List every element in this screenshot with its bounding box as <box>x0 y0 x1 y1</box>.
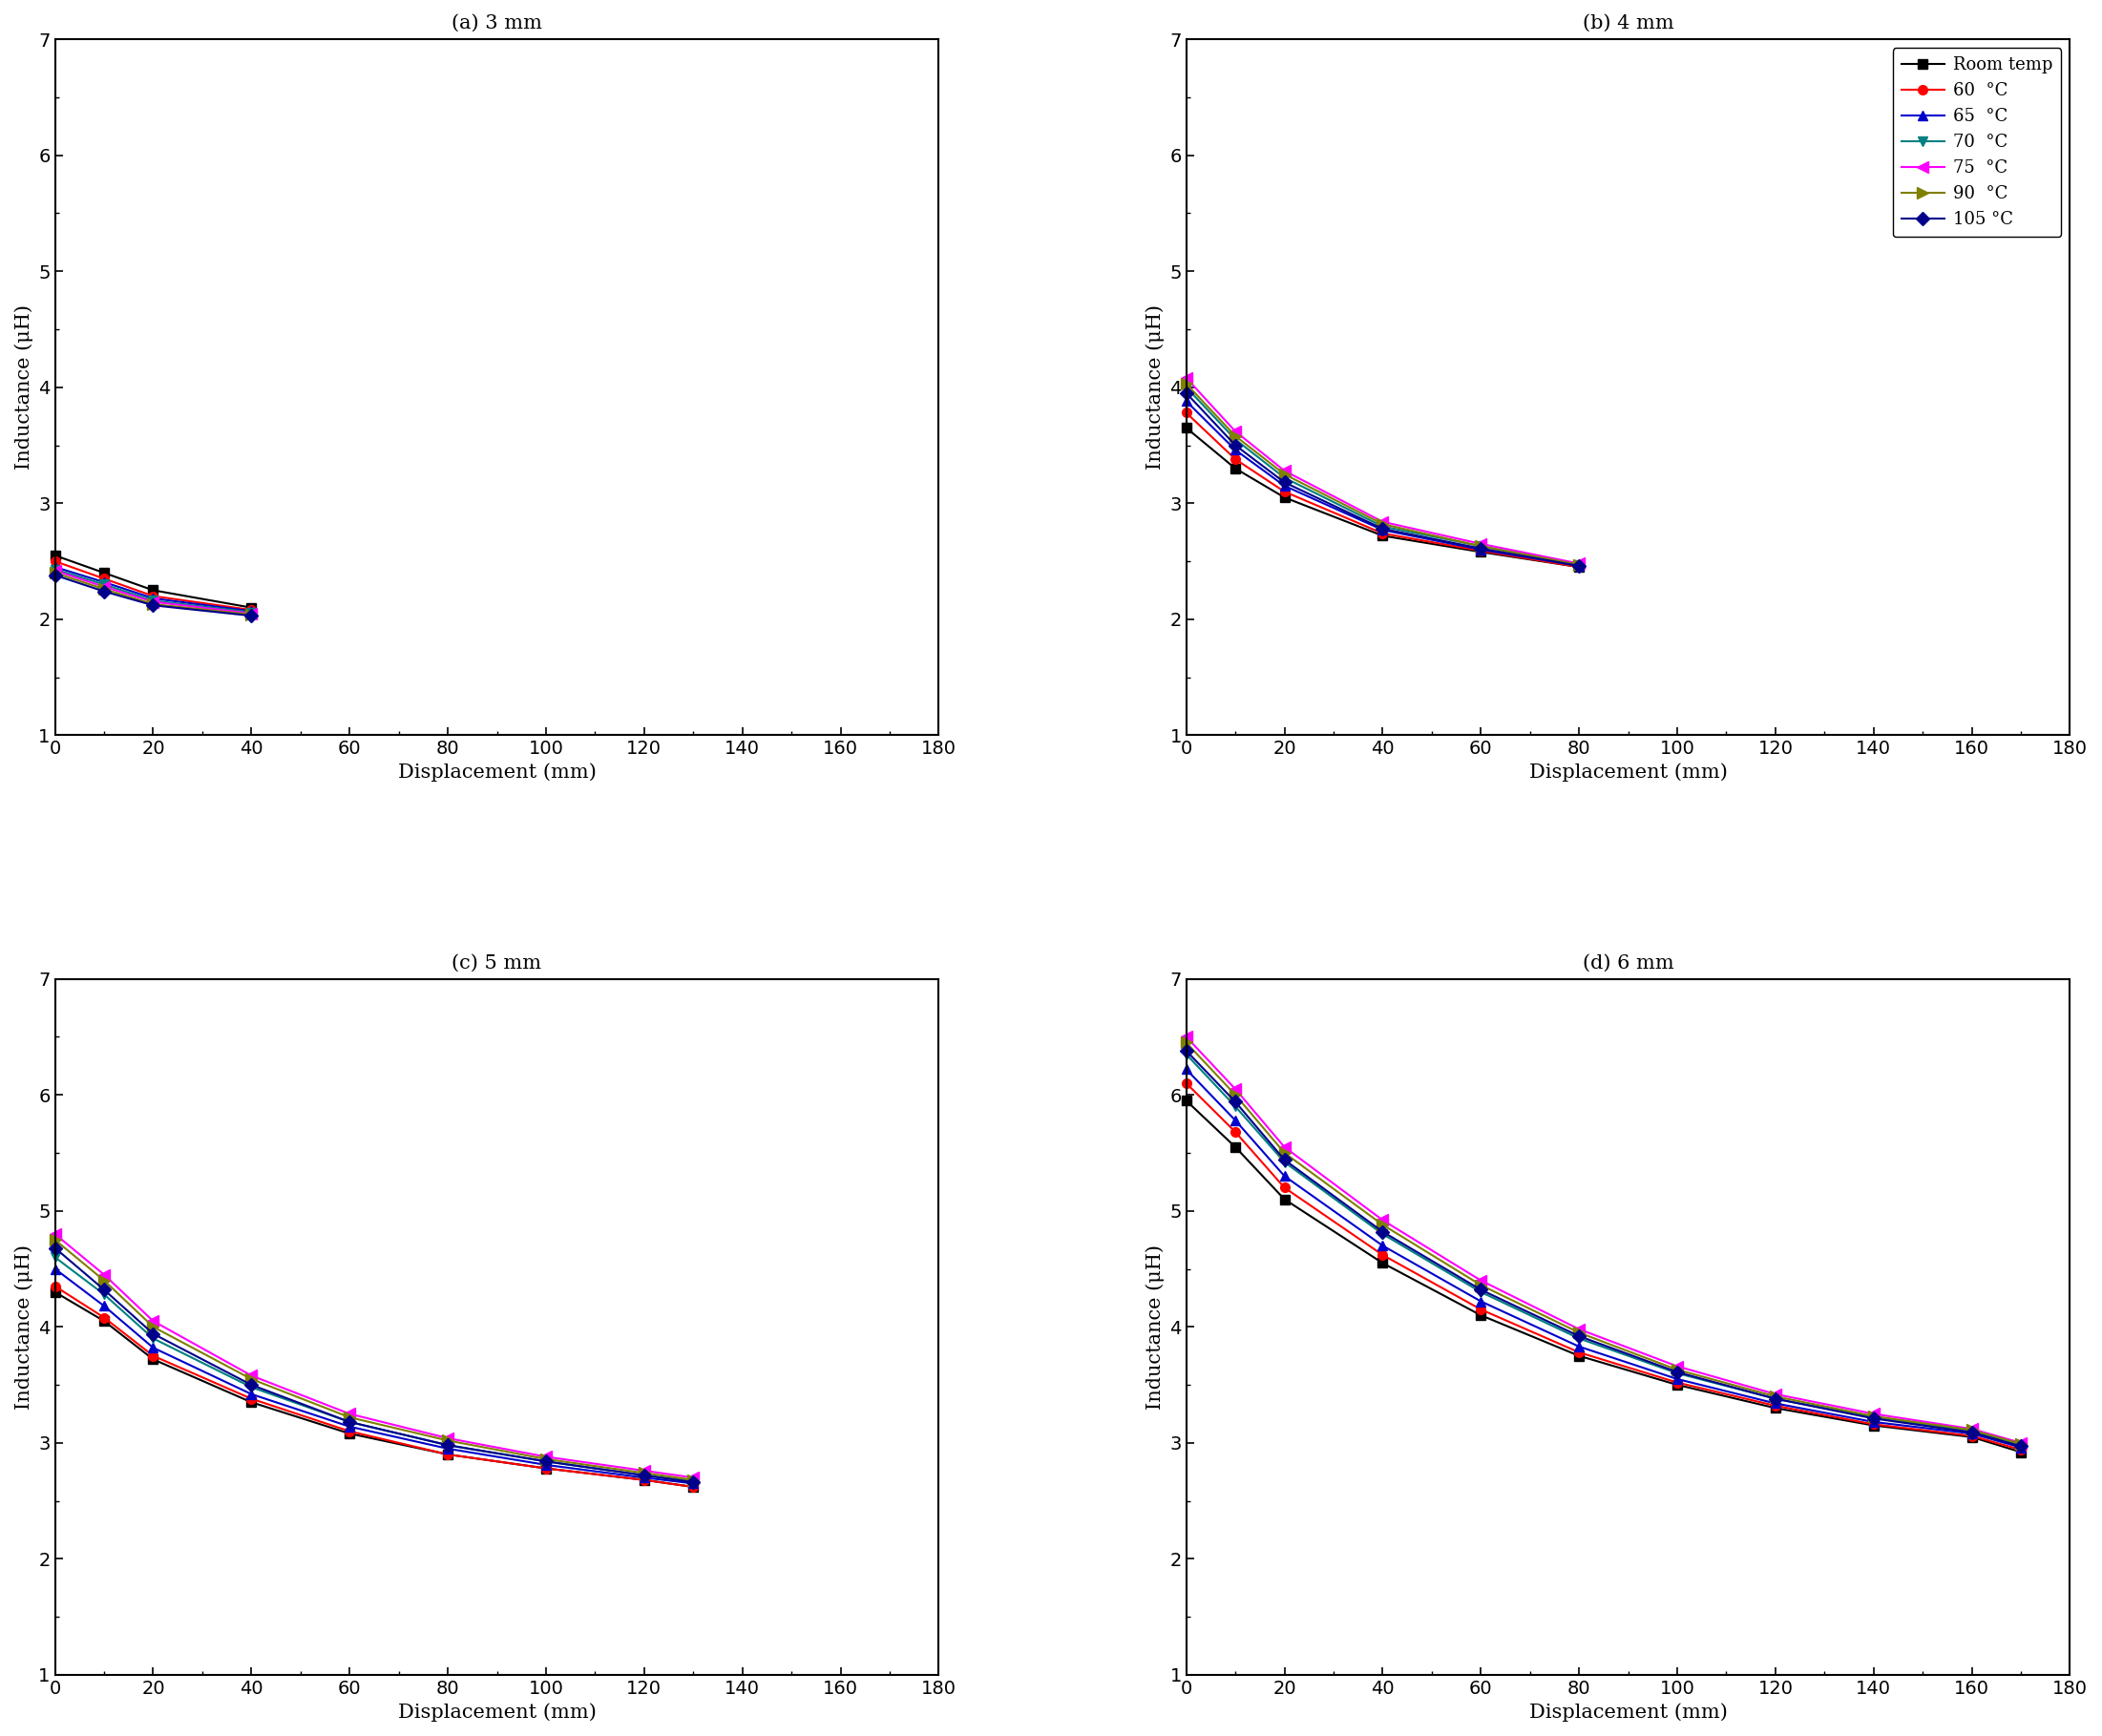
X-axis label: Displacement (mm): Displacement (mm) <box>397 764 597 783</box>
Title: (d) 6 mm: (d) 6 mm <box>1583 953 1673 972</box>
X-axis label: Displacement (mm): Displacement (mm) <box>397 1703 597 1722</box>
Y-axis label: Inductance (μH): Inductance (μH) <box>1146 1245 1165 1410</box>
Title: (a) 3 mm: (a) 3 mm <box>452 14 542 33</box>
Title: (b) 4 mm: (b) 4 mm <box>1583 14 1673 33</box>
X-axis label: Displacement (mm): Displacement (mm) <box>1528 1703 1728 1722</box>
Legend: Room temp, 60  °C, 65  °C, 70  °C, 75  °C, 90  °C, 105 °C: Room temp, 60 °C, 65 °C, 70 °C, 75 °C, 9… <box>1892 49 2062 238</box>
Y-axis label: Inductance (μH): Inductance (μH) <box>1146 306 1165 470</box>
Y-axis label: Inductance (μH): Inductance (μH) <box>15 1245 34 1410</box>
Y-axis label: Inductance (μH): Inductance (μH) <box>15 306 34 470</box>
Title: (c) 5 mm: (c) 5 mm <box>452 953 542 972</box>
X-axis label: Displacement (mm): Displacement (mm) <box>1528 764 1728 783</box>
